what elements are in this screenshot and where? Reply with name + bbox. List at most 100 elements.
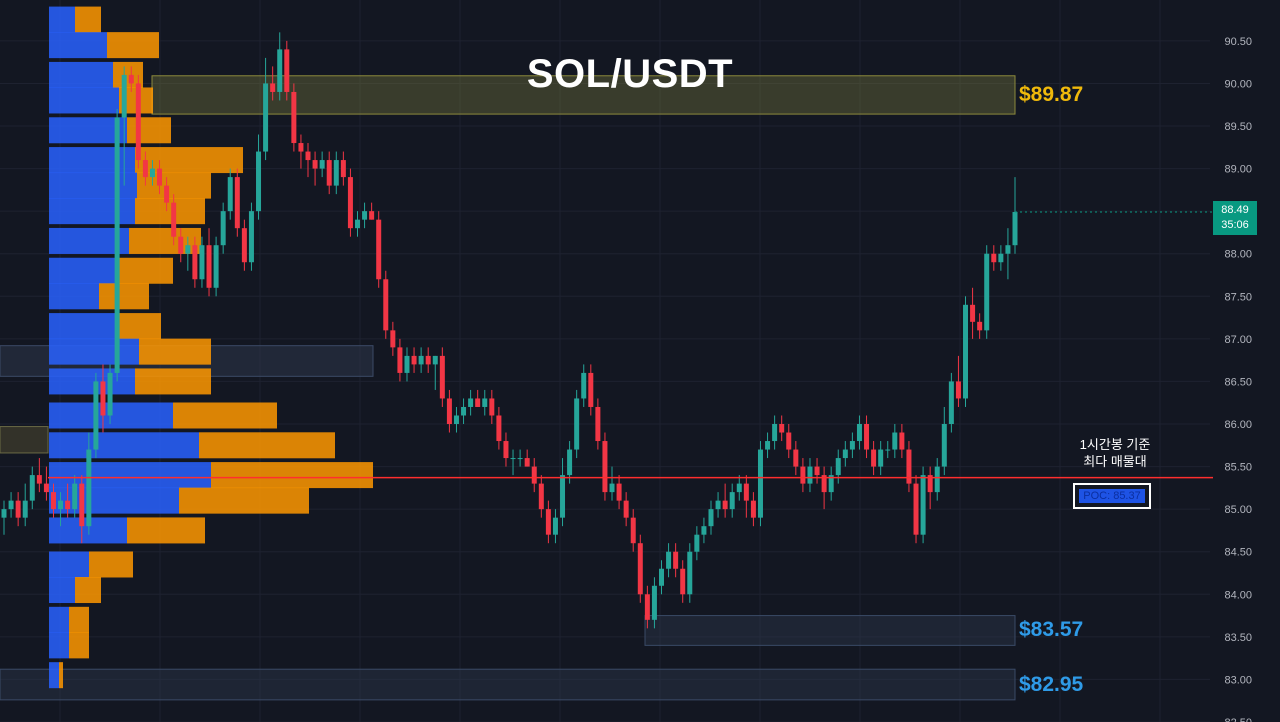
- support-zone-2-label: $82.95: [1019, 672, 1084, 696]
- candle-body: [779, 424, 785, 433]
- candle-body: [43, 483, 49, 493]
- candle-body: [977, 321, 983, 331]
- volume-bar-sell: [139, 338, 211, 365]
- candle-body: [524, 458, 530, 467]
- candle-body: [708, 509, 714, 527]
- candle-body: [694, 534, 700, 552]
- price-tick-label: 86.00: [1224, 419, 1252, 431]
- candle-body: [1005, 245, 1011, 254]
- candle-body: [496, 415, 502, 442]
- volume-bar-buy: [49, 198, 135, 225]
- candle-body: [100, 381, 106, 416]
- candle-body: [319, 160, 325, 169]
- volume-bar-buy: [49, 338, 139, 365]
- candle-body: [531, 466, 537, 484]
- candle-body: [765, 441, 771, 450]
- candle-body: [920, 475, 926, 535]
- candle-body: [15, 500, 21, 518]
- volume-bar-buy: [49, 117, 127, 144]
- candle-body: [856, 424, 862, 442]
- candle-body: [864, 424, 870, 450]
- support-zone-2: [0, 668, 1016, 701]
- volume-bar-buy: [49, 432, 199, 459]
- candle-body: [934, 466, 940, 493]
- candle-body: [241, 228, 247, 263]
- candle-body: [29, 475, 35, 501]
- candle-body: [743, 483, 749, 501]
- candle-body: [362, 211, 368, 220]
- candle-body: [560, 475, 566, 518]
- candle-body: [121, 74, 127, 118]
- candle-countdown: 35:06: [1221, 219, 1249, 231]
- candle-body: [354, 219, 360, 229]
- volume-bar-sell: [75, 577, 101, 604]
- volume-bar-sell: [127, 517, 205, 544]
- candle-body: [793, 449, 799, 467]
- candle-body: [263, 83, 269, 152]
- candle-body: [517, 458, 523, 460]
- candle-body: [835, 458, 841, 476]
- volume-bar-sell: [69, 606, 89, 633]
- volume-bar-buy: [49, 606, 69, 633]
- candle-body: [199, 245, 205, 280]
- candle-body: [157, 168, 163, 186]
- candle-body: [482, 398, 488, 407]
- last-price-value: 88.49: [1221, 204, 1249, 216]
- candle-body: [729, 492, 735, 510]
- candle-body: [722, 500, 728, 510]
- volume-bar-buy: [49, 662, 59, 689]
- candle-body: [453, 415, 459, 425]
- candle-body: [312, 160, 318, 169]
- volume-bar-sell: [179, 487, 309, 514]
- candle-body: [439, 355, 445, 399]
- candle-body: [164, 185, 170, 203]
- volume-bar-buy: [49, 283, 99, 310]
- candle-body: [892, 432, 898, 450]
- candle-body: [79, 483, 85, 527]
- candle-body: [227, 177, 233, 212]
- volume-bar-sell: [69, 632, 89, 659]
- candle-body: [659, 568, 665, 586]
- price-tick-label: 89.50: [1224, 121, 1252, 133]
- candle-body: [538, 483, 544, 510]
- poc-annotation-line2: 최다 매물대: [1083, 454, 1147, 469]
- candle-body: [637, 543, 643, 595]
- volume-bar-sell: [115, 257, 173, 284]
- candle-body: [390, 330, 396, 348]
- volume-bar-buy: [49, 32, 107, 59]
- poc-annotation: 1시간봉 기준 최다 매물대: [1060, 436, 1170, 470]
- price-tick-label: 88.00: [1224, 249, 1252, 261]
- candle-body: [906, 449, 912, 484]
- candle-body: [369, 211, 375, 220]
- volume-bar-buy: [49, 147, 135, 174]
- volume-bar-sell: [211, 462, 373, 489]
- candle-body: [475, 398, 481, 407]
- candle-body: [750, 500, 756, 518]
- candle-body: [814, 466, 820, 476]
- candle-body: [687, 551, 693, 595]
- candle-body: [595, 406, 601, 442]
- price-tick-label: 87.00: [1224, 334, 1252, 346]
- candle-body: [970, 304, 976, 322]
- candle-body: [963, 304, 969, 399]
- candle-body: [347, 177, 353, 229]
- candle-body: [22, 500, 28, 518]
- price-tick-label: 90.00: [1224, 78, 1252, 90]
- price-tick-label: 87.50: [1224, 291, 1252, 303]
- candle-body: [630, 517, 636, 544]
- poc-annotation-line1: 1시간봉 기준: [1079, 437, 1151, 452]
- candle-body: [503, 441, 509, 459]
- candle-body: [602, 441, 608, 493]
- candle-body: [545, 509, 551, 535]
- volume-bar-sell: [173, 402, 277, 429]
- candle-body: [828, 475, 834, 493]
- volume-bar-buy: [49, 61, 113, 88]
- candle-body: [192, 245, 198, 280]
- candle-body: [941, 424, 947, 467]
- candle-body: [213, 245, 219, 288]
- volume-bar-buy: [49, 172, 137, 199]
- poc-label-box: POC: 85.37: [1073, 483, 1151, 509]
- candle-body: [736, 483, 742, 493]
- candle-body: [142, 160, 148, 178]
- volume-bar-sell: [107, 32, 159, 59]
